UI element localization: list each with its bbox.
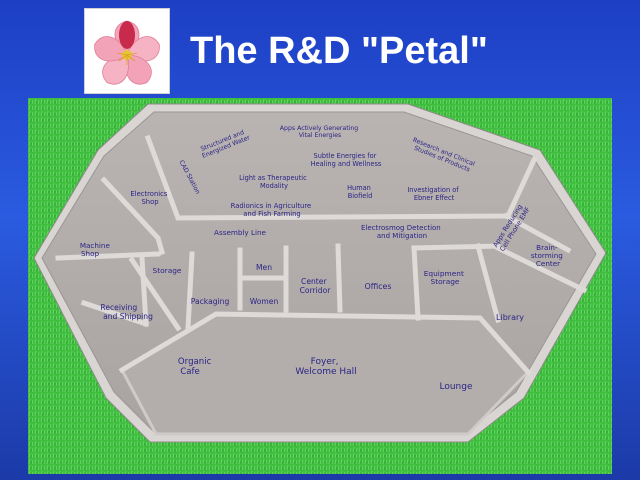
cherry-blossom-icon — [85, 9, 169, 93]
room-packaging: Packaging — [191, 297, 230, 306]
room-library: Library — [496, 313, 524, 322]
room-offices: Offices — [365, 282, 392, 291]
room-center-corridor: Center Corridor — [300, 277, 332, 295]
room-assembly-line: Assembly Line — [214, 228, 266, 237]
room-women: Women — [250, 297, 279, 306]
floor-plan: Apps Actively Generating Vital Energies … — [28, 98, 612, 474]
room-storage: Storage — [153, 266, 182, 275]
room-men: Men — [256, 263, 272, 272]
room-human-biofield: Human Biofield — [347, 184, 373, 200]
room-lounge: Lounge — [439, 382, 472, 392]
logo — [84, 8, 170, 94]
room-subtle-energies: Subtle Energies for Healing and Wellness — [311, 152, 382, 168]
page-title: The R&D "Petal" — [190, 30, 488, 73]
floor-plan-drawing: Apps Actively Generating Vital Energies … — [28, 98, 612, 474]
room-ebner-effect: Investigation of Ebner Effect — [407, 186, 460, 202]
